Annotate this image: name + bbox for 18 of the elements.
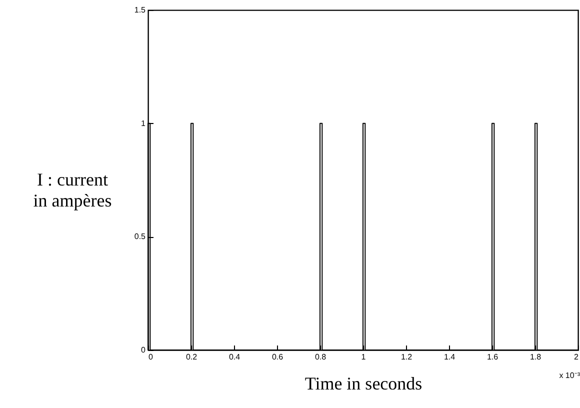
x-tick-label: 0.2 [186, 352, 198, 362]
y-tick-label: 1.5 [134, 6, 146, 14]
y-tick-label: 1 [141, 118, 146, 128]
x-tick-label: 1.4 [444, 352, 456, 362]
x-tick-label: 0.8 [314, 352, 327, 362]
x-axis-title: Time in seconds [304, 374, 422, 394]
x-tick-label: 1 [361, 352, 366, 362]
x-tick-label: 0.4 [228, 352, 241, 362]
x-tick-label: 0 [148, 352, 154, 362]
y-tick-label: 0.5 [134, 232, 146, 242]
x-tick-label: 1.6 [486, 352, 499, 362]
x-tick-label: 0.6 [272, 352, 284, 362]
x-tick-label: 2 [574, 352, 580, 362]
x-tick-label: 1.2 [400, 352, 413, 362]
text: x 10⁻³ [559, 371, 580, 380]
x-tick-label: 1.8 [530, 352, 542, 362]
y-tick-label: 0 [141, 346, 146, 354]
y-axis-title: I : current in ampères [33, 170, 112, 210]
